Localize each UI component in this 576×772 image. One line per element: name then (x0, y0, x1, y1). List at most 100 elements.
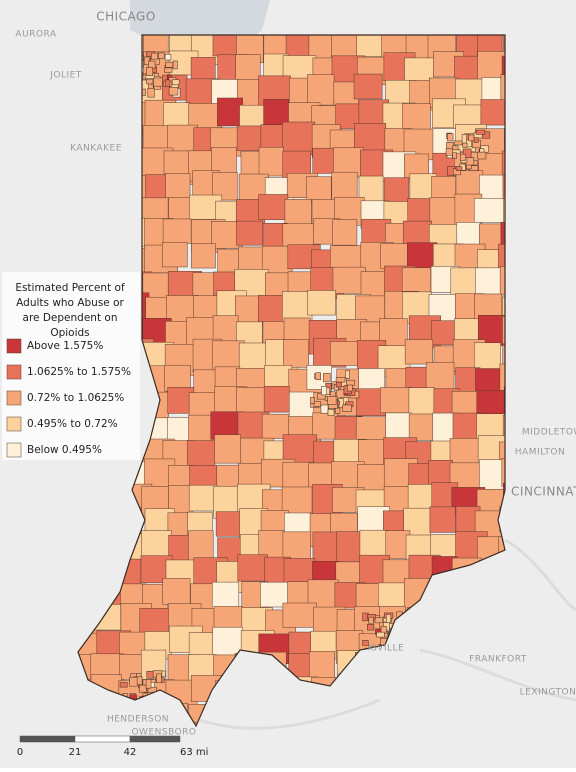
place-label: KANKAKEE (70, 144, 122, 154)
tract (263, 386, 290, 413)
urban-tract (165, 61, 174, 68)
urban-tract (342, 404, 352, 412)
urban-tract (460, 153, 466, 161)
tract (477, 51, 505, 81)
tract (214, 434, 241, 464)
urban-tract (164, 67, 173, 73)
place-label: ISVILLE (368, 644, 404, 654)
tract (236, 220, 263, 246)
legend-label: Below 0.495% (27, 444, 102, 456)
urban-tract (334, 407, 341, 414)
tract (480, 99, 505, 126)
urban-tract (147, 88, 155, 98)
tract (162, 218, 192, 244)
legend-swatch (6, 338, 22, 354)
tract (332, 266, 366, 294)
urban-tract (313, 401, 321, 407)
tract (211, 147, 237, 176)
urban-tract (139, 684, 147, 693)
urban-tract (164, 79, 171, 87)
tract (283, 339, 309, 368)
place-label: HAMILTON (515, 448, 565, 458)
place-label: FRANKFORT (469, 655, 527, 665)
urban-tract (346, 379, 355, 386)
urban-tract (327, 396, 337, 405)
tract (307, 74, 335, 106)
urban-tract (366, 624, 375, 631)
tract (164, 364, 191, 392)
urban-tract (321, 386, 328, 396)
tract (502, 315, 505, 345)
tract (282, 121, 316, 155)
tract (161, 242, 188, 268)
urban-tract (145, 679, 152, 689)
tract (383, 177, 410, 204)
tract (502, 35, 505, 58)
tract (312, 531, 339, 565)
tract (385, 412, 412, 443)
tract (500, 74, 505, 108)
urban-tract (310, 397, 315, 404)
tract (258, 146, 284, 177)
urban-tract (157, 52, 165, 59)
urban-tract (477, 151, 487, 160)
urban-tract (164, 54, 172, 61)
urban-tract (146, 67, 153, 76)
tract (498, 243, 505, 274)
legend-label: 0.72% to 1.0625% (27, 392, 124, 404)
roads (199, 538, 576, 730)
tract (474, 198, 505, 223)
urban-tract (171, 79, 180, 86)
tract (307, 290, 336, 316)
urban-tract (315, 372, 321, 380)
tract (332, 219, 358, 246)
tract (237, 554, 268, 582)
tract (258, 194, 289, 220)
tract (502, 175, 505, 209)
urban-tract (151, 52, 159, 60)
place-label: MIDDLETOWN (522, 428, 576, 438)
tract (284, 198, 312, 226)
scale-segment (129, 735, 181, 743)
urban-tract (447, 133, 454, 142)
tract (188, 530, 214, 562)
scale-segment (19, 735, 76, 743)
tract (282, 531, 311, 560)
legend-swatch (6, 416, 22, 432)
urban-tract (146, 78, 154, 85)
legend-swatch (6, 364, 22, 380)
urban-tract (335, 377, 346, 383)
urban-tract (147, 686, 157, 693)
place-label: LEXINGTON (520, 688, 576, 698)
urban-tract (452, 145, 459, 151)
urban-tract (168, 87, 179, 96)
urban-tract (462, 148, 472, 158)
place-labels: CHICAGO AURORA JOLIET KANKAKEE MIDDLETOWN HAM… (15, 10, 576, 738)
tract (502, 296, 505, 324)
urban-tract (320, 404, 329, 414)
scale-segment (74, 735, 131, 743)
legend-box (2, 272, 140, 460)
tract (473, 342, 501, 370)
tract (502, 344, 505, 377)
urban-tract (156, 673, 162, 683)
tracts (78, 35, 505, 726)
scale-bar: 0 21 42 63 mi (17, 735, 208, 758)
tract (479, 459, 505, 493)
urban-tract (323, 373, 331, 383)
urban-tract (327, 409, 335, 416)
urban-tract (376, 631, 385, 638)
urban-tract (129, 676, 138, 687)
tract (188, 484, 218, 512)
tract (501, 150, 505, 182)
urban-tract (374, 617, 384, 624)
urban-tract (468, 134, 475, 142)
tract (307, 579, 339, 610)
urban-tract (146, 671, 155, 679)
legend-title: Estimated Percent of Adults who Abuse or a… (15, 282, 125, 339)
urban-tract (475, 129, 486, 135)
tract (217, 97, 243, 127)
place-label: CHICAGO (96, 10, 156, 24)
tract (499, 363, 505, 396)
